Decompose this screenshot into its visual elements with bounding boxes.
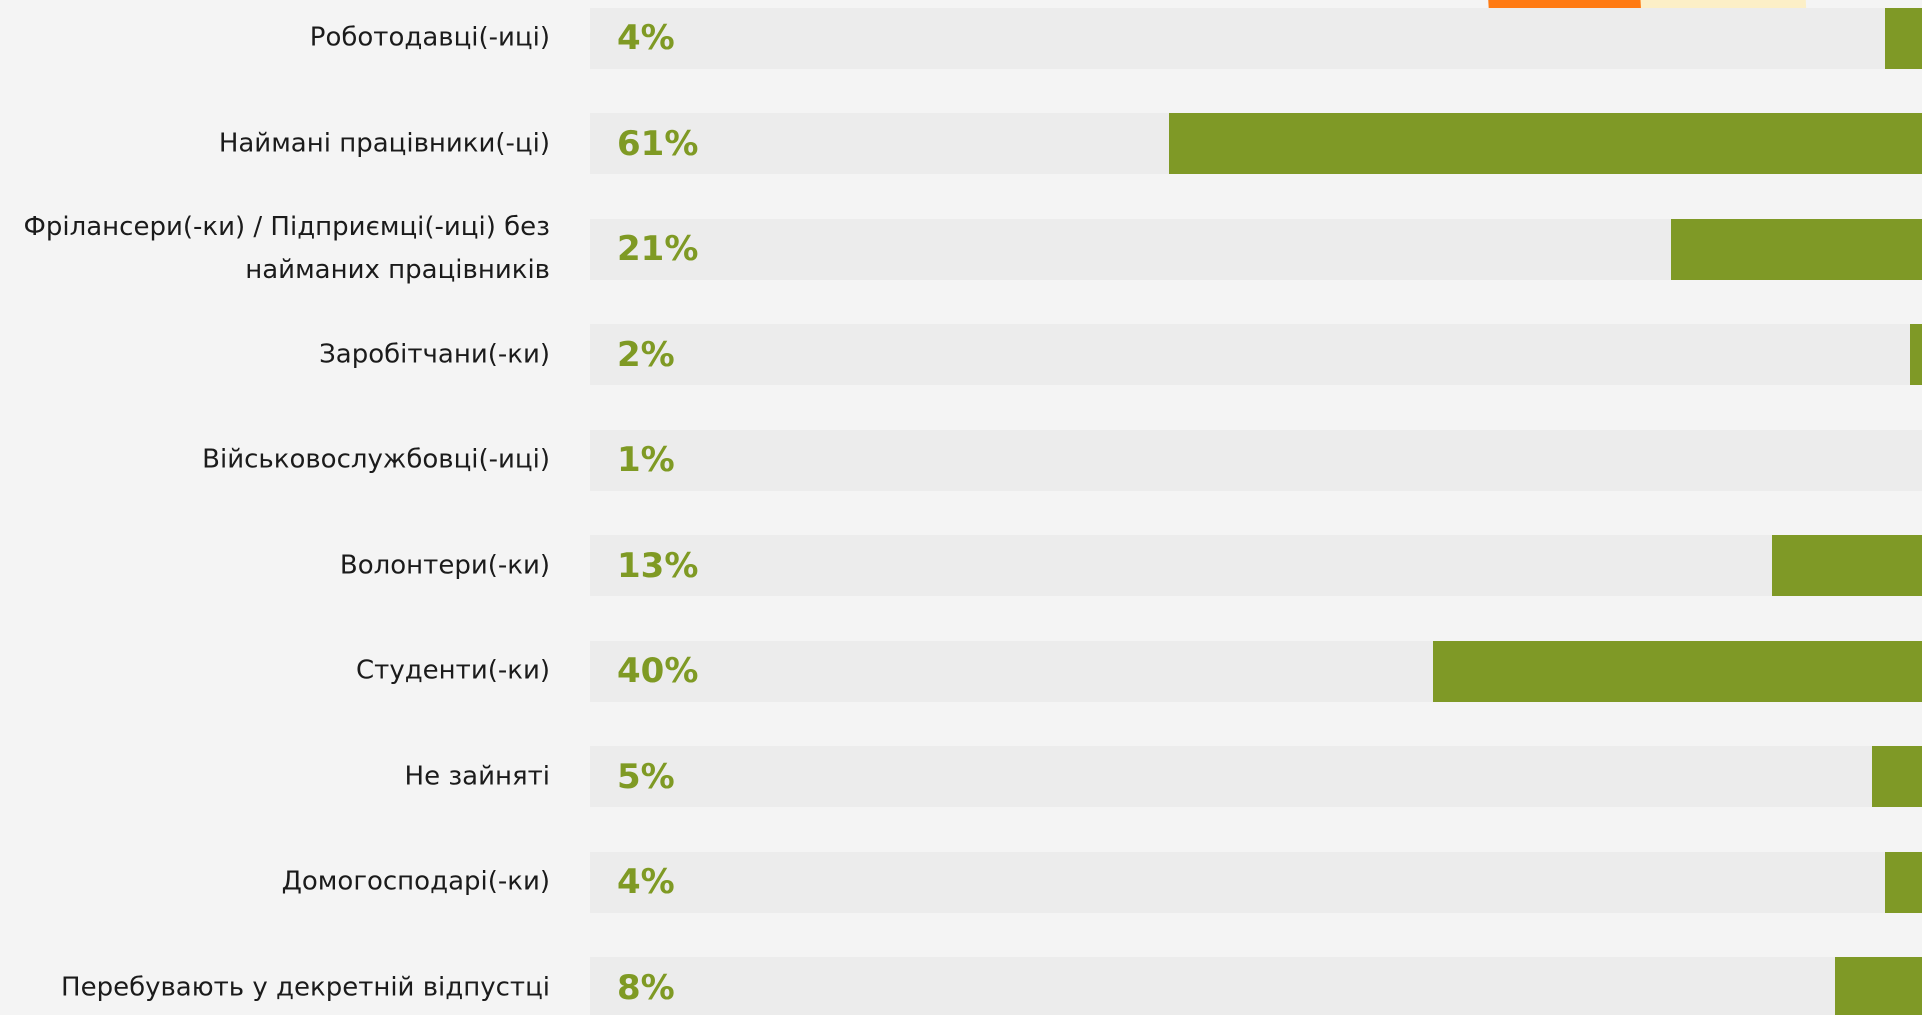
category-label: Роботодавці(-иці) [309,22,550,53]
category-label: Перебувають у декретній відпустці [61,972,550,1002]
bar-track [590,113,1922,174]
bar [1884,7,1922,69]
category-label: Наймані працівники(-ці) [218,128,550,158]
bar-track [590,746,1922,807]
bar [1884,851,1922,913]
bar-track [590,535,1922,596]
bar-track [590,957,1922,1015]
bar-track [590,851,1922,913]
bar-track [590,218,1922,280]
value-label: 8% [617,967,675,1008]
value-label: 40% [617,651,699,691]
bar [1909,324,1922,385]
bar-track [590,324,1922,385]
value-label: 1% [617,440,675,480]
category-label: Не зайняті [404,761,550,791]
value-label: 4% [617,862,675,902]
bar [1433,640,1922,702]
category-label: Домогосподарі(-ки) [281,866,550,897]
bar [1671,218,1922,280]
category-label: Заробітчани(-ки) [319,339,550,369]
category-label: Фрілансери(-ки) / Підприємці(-иці) без н… [23,212,550,285]
bar-track [590,429,1922,491]
value-label: 4% [617,18,675,58]
bar [1872,746,1922,807]
bar [1169,113,1922,174]
bar-track [590,7,1922,69]
bar [1834,957,1922,1015]
value-label: 61% [617,123,699,164]
category-label: Військовослужбовці(-иці) [202,444,550,475]
value-label: 13% [617,545,699,586]
value-label: 5% [617,756,675,797]
value-label: 2% [617,334,675,375]
bar [1771,535,1922,596]
category-label: Студенти(-ки) [356,655,550,686]
bar-track [590,640,1922,702]
value-label: 21% [617,229,699,269]
category-label: Волонтери(-ки) [339,550,550,580]
